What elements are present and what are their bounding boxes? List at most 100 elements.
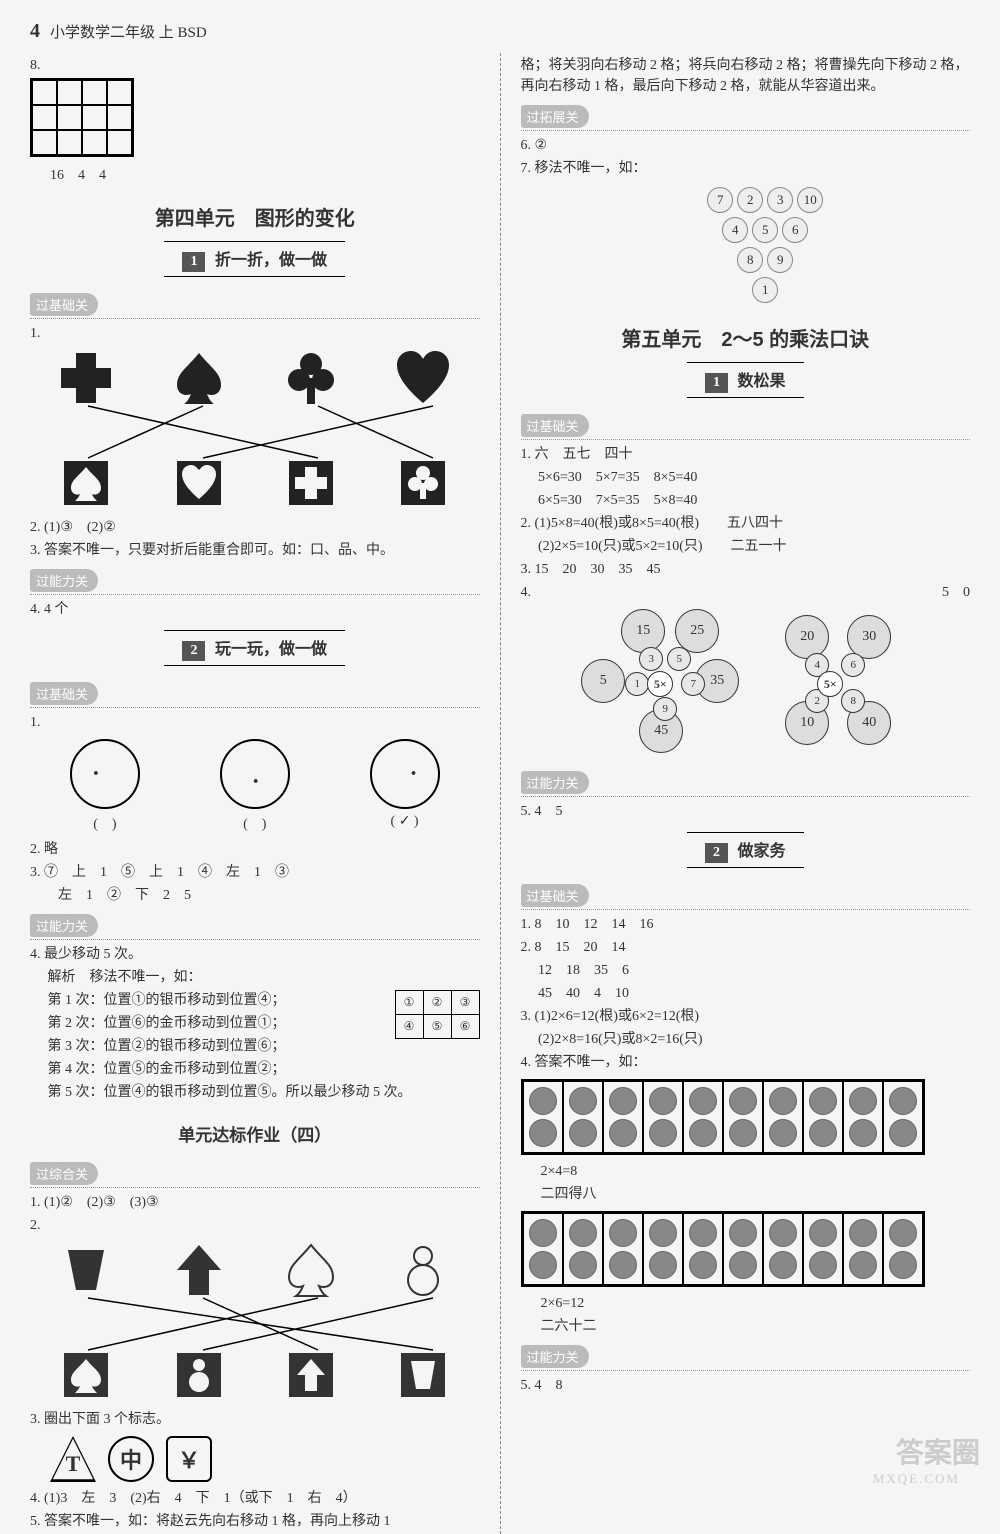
tag-ability: 过能力关 (30, 569, 98, 592)
match-q1-label: 1. (30, 323, 480, 344)
t6: 6. ② (521, 135, 971, 156)
u5-4-right: 5 0 (942, 582, 970, 603)
u5-1a: 1. 六 五七 四十 (521, 444, 971, 465)
section-num: 1 (705, 373, 728, 393)
circles-label: 1. (30, 712, 480, 733)
pq4-head: 4. 最少移动 5 次。 (30, 944, 480, 965)
section-name: 做家务 (737, 843, 785, 860)
dabiao-title: 单元达标作业（四） (30, 1121, 480, 1146)
matching-shapes-2 (30, 1240, 480, 1405)
cont1: 格；将关羽向右移动 2 格；将兵向右移动 2 格；将曹操先向下移动 2 格，再向… (521, 55, 971, 97)
h-2c: 45 40 4 10 (521, 983, 971, 1004)
circle-2-mark: ( ) (243, 817, 266, 832)
pq4-l5: 第 5 次：位置④的银币移动到位置⑤。所以最少移动 5 次。 (30, 1082, 480, 1103)
u5-3: 3. 15 20 30 35 45 (521, 559, 971, 580)
watermark: 答案圈 (896, 1431, 980, 1471)
unit5-title: 第五单元 2～5 的乘法口诀 (521, 323, 971, 352)
q8-label: 8. (30, 55, 480, 76)
page-title: 小学数学二年级 上 BSD (50, 21, 207, 42)
q3-text: 3. 答案不唯一，只要对折后能重合即可。如：口、品、中。 (30, 540, 480, 561)
tag-basic: 过基础关 (30, 682, 98, 705)
u5-4: 4. 5 0 (521, 582, 971, 603)
u5-1b: 5×6=30 5×7=35 8×5=40 (521, 467, 971, 488)
fold-heart-icon (169, 453, 229, 513)
section-name: 玩一玩，做一做 (215, 641, 327, 658)
triangle-logo: T (50, 1436, 96, 1482)
u5-2b: (2)2×5=10(只)或5×2=10(只) 二五一十 (521, 536, 971, 557)
right-column: 格；将关羽向右移动 2 格；将兵向右移动 2 格；将曹操先向下移动 2 格，再向… (521, 53, 971, 1534)
section-num: 2 (705, 843, 728, 863)
logo-row: T 中 ￥ (50, 1436, 480, 1482)
tag-ability: 过能力关 (521, 771, 589, 794)
section-num: 1 (182, 252, 205, 272)
grid-numbers: 16 4 4 (30, 164, 480, 184)
section-1-fold: 1 折一折，做一做 (30, 241, 480, 277)
circle-3-mark: ( ✓ ) (391, 814, 419, 829)
column-divider (500, 53, 501, 1534)
fold-gourd-icon (169, 1345, 229, 1405)
circle-logo: 中 (108, 1436, 154, 1482)
flower-diagrams: 15 25 5 35 45 3 5 1 7 9 5× 20 30 10 40 4… (521, 609, 971, 759)
tag-ability: 过能力关 (30, 914, 98, 937)
arr1-text: 二四得八 (521, 1184, 971, 1205)
fold-spade2-icon (56, 1345, 116, 1405)
tag-tuozhan: 过拓展关 (521, 105, 589, 128)
pq4-analysis: 解析 移法不唯一，如： (30, 967, 480, 988)
two-column-layout: 8. 16 4 4 第四单元 图形的变化 1 折一折，做一做 过基础关 1. (30, 53, 970, 1534)
tag-ability: 过能力关 (521, 1345, 589, 1368)
fold-spade-icon (56, 453, 116, 513)
fold-cross-icon (281, 453, 341, 513)
tag-basic: 过基础关 (521, 884, 589, 907)
page-header: 4 小学数学二年级 上 BSD (30, 20, 970, 43)
z3: 3. 圈出下面 3 个标志。 (30, 1409, 480, 1430)
h-5: 5. 4 8 (521, 1375, 971, 1396)
tag-basic: 过基础关 (521, 414, 589, 437)
section-2-play: 2 玩一玩，做一做 (30, 630, 480, 666)
watermark-url: MXQE.COM (873, 1471, 960, 1487)
section-2-housework: 2 做家务 (521, 832, 971, 868)
three-circles: ( ) ( ) ( ✓ ) (30, 739, 480, 833)
page-number: 4 (30, 20, 40, 43)
h-2b: 12 18 35 6 (521, 960, 971, 981)
h-3b: (2)2×8=16(只)或8×2=16(只) (521, 1029, 971, 1050)
pq4-l4: 第 4 次：位置⑤的金币移动到位置②； (30, 1059, 480, 1080)
flower-1: 15 25 5 35 45 3 5 1 7 9 5× (585, 609, 735, 759)
flower2-center: 5× (817, 671, 843, 697)
circle-2 (220, 739, 290, 809)
pq3a: 3. ⑦ 上 1 ⑤ 上 1 ④ 左 1 ③ (30, 862, 480, 883)
number-triangle: 72310 456 89 1 (561, 185, 971, 305)
pq2: 2. 略 (30, 839, 480, 860)
u5-1c: 6×5=30 7×5=35 5×8=40 (521, 490, 971, 511)
z5: 5. 答案不唯一，如：将赵云先向右移动 1 格，再向上移动 1 (30, 1511, 480, 1532)
arr1-eq: 2×4=8 (521, 1161, 971, 1182)
z2-label: 2. (30, 1215, 480, 1236)
section-name: 折一折，做一做 (215, 252, 327, 269)
h-3a: 3. (1)2×6=12(根)或6×2=12(根) (521, 1006, 971, 1027)
section-1-pine: 1 数松果 (521, 362, 971, 398)
u5-2a: 2. (1)5×8=40(根)或8×5=40(根) 五八四十 (521, 513, 971, 534)
arr2-text: 二六十二 (521, 1316, 971, 1337)
flower1-center: 5× (647, 671, 673, 697)
section-name: 数松果 (737, 373, 785, 390)
h-1: 1. 8 10 12 14 16 (521, 914, 971, 935)
position-grid: ①②③ ④⑤⑥ (395, 990, 480, 1039)
t7: 7. 移法不唯一，如： (521, 158, 971, 179)
tag-zonghe: 过综合关 (30, 1162, 98, 1185)
circle-3 (370, 739, 440, 809)
circle-1-mark: ( ) (93, 817, 116, 832)
tag-basic: 过基础关 (30, 293, 98, 316)
circle-array-10 (521, 1079, 925, 1155)
fold-arrow-icon (281, 1345, 341, 1405)
grid-3x4 (30, 78, 134, 157)
pq3b: 左 1 ② 下 2 5 (30, 885, 480, 906)
left-column: 8. 16 4 4 第四单元 图形的变化 1 折一折，做一做 过基础关 1. (30, 53, 480, 1534)
circle-1 (70, 739, 140, 809)
circle-array-10b (521, 1211, 925, 1287)
pq4-l3: 第 3 次：位置②的银币移动到位置⑥； (30, 1036, 480, 1057)
u5-5: 5. 4 5 (521, 801, 971, 822)
flower-2: 20 30 10 40 4 6 2 8 5× (755, 609, 905, 759)
unit4-title: 第四单元 图形的变化 (30, 202, 480, 231)
matching-shapes-1 (30, 348, 480, 513)
h-2a: 2. 8 15 20 14 (521, 937, 971, 958)
fold-trap-icon (393, 1345, 453, 1405)
